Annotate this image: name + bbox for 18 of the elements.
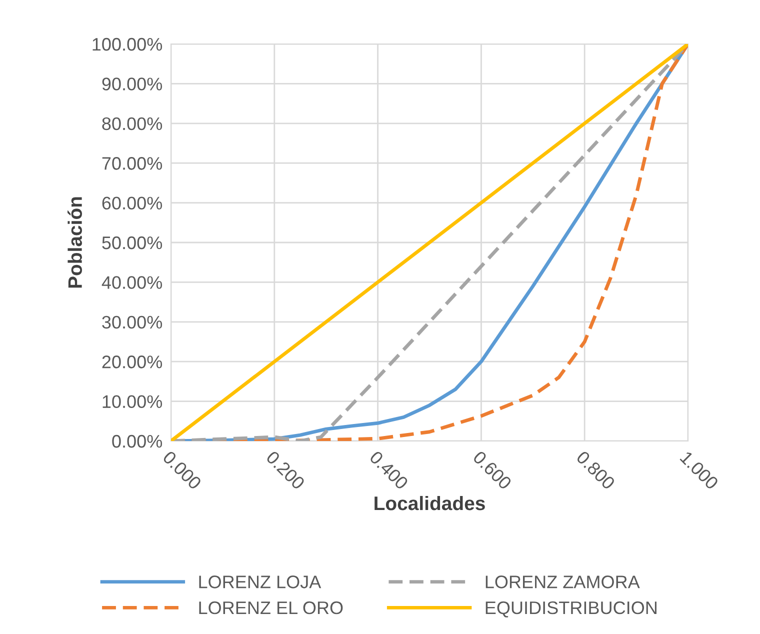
legend-label: LORENZ ZAMORA	[486, 576, 640, 588]
y-tick-label: 100.00%	[92, 38, 162, 51]
y-tick-label: 40.00%	[102, 276, 162, 289]
line-series	[171, 44, 688, 441]
y-tick-label: 10.00%	[102, 395, 162, 408]
y-tick-label: 50.00%	[102, 236, 162, 250]
y-tick-label: 20.00%	[102, 356, 162, 368]
legend-label: LORENZ LOJA	[199, 576, 322, 588]
legend-label: EQUIDISTRIBUCION	[486, 601, 656, 618]
y-tick-label: 90.00%	[102, 78, 162, 90]
y-tick-label: 30.00%	[102, 316, 162, 329]
y-tick-label: 60.00%	[102, 196, 162, 210]
y-axis-title: Población	[68, 197, 82, 288]
y-tick-label: 0.00%	[112, 434, 162, 448]
y-tick-label: 80.00%	[102, 117, 162, 130]
x-axis-title: Localidades	[374, 496, 485, 510]
legend-label: LORENZ EL ORO	[199, 601, 343, 614]
y-tick-label: 70.00%	[102, 157, 162, 170]
